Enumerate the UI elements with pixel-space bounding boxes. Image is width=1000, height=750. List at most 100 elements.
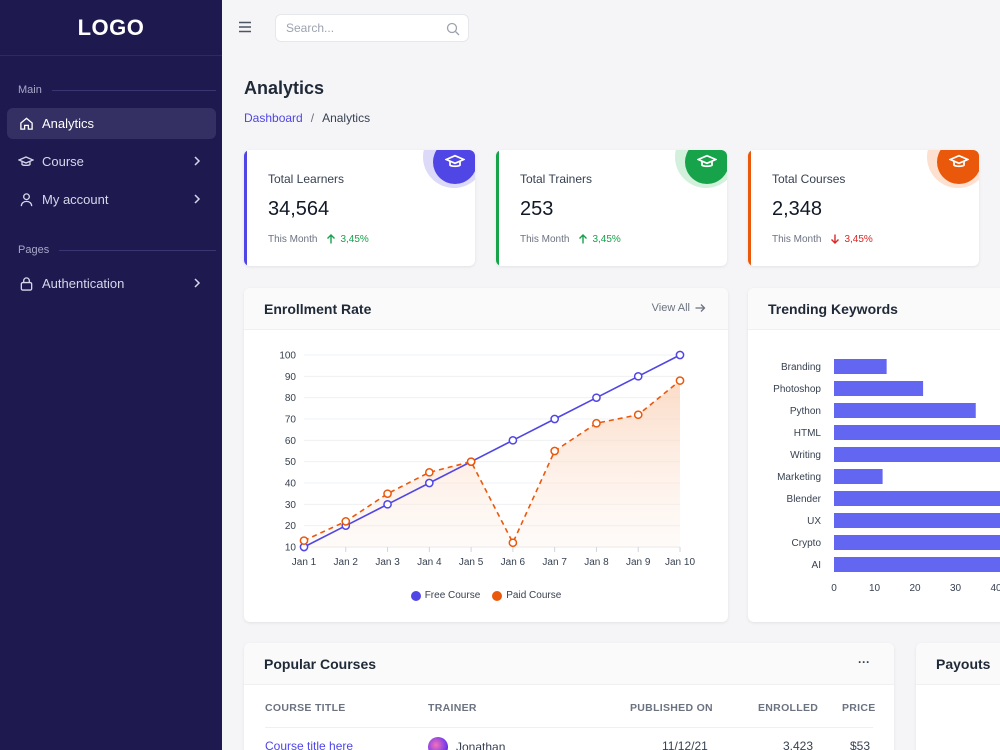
stat-period-label: This Month — [520, 233, 570, 245]
sidebar-section-pages: Pages — [18, 244, 216, 256]
legend-item-free-course[interactable]: Free Course — [410, 590, 481, 601]
y-tick-label: 90 — [285, 372, 297, 383]
breadcrumb-link-dashboard[interactable]: Dashboard — [244, 111, 303, 125]
x-tick-label: Jan 1 — [292, 557, 317, 568]
arrow-up-icon — [327, 234, 336, 244]
arrow-down-icon — [831, 234, 840, 244]
y-tick-label: 10 — [285, 543, 297, 554]
stat-trend-value: 3,45% — [592, 233, 621, 245]
data-point-paid-course — [550, 446, 560, 456]
y-tick-label: 100 — [279, 351, 296, 362]
course-title-link[interactable]: Course title here — [265, 739, 354, 750]
data-point-free-course — [675, 350, 685, 360]
view-all-link[interactable]: View All — [652, 302, 706, 314]
stat-period-label: This Month — [772, 233, 822, 245]
sidebar-section-main: Main — [18, 84, 216, 96]
bar-marketing — [834, 469, 883, 484]
y-tick-label: Marketing — [777, 472, 821, 483]
divider — [265, 727, 873, 728]
lock-icon — [18, 276, 34, 292]
x-tick-label: Jan 8 — [584, 557, 609, 568]
graduation-cap-icon — [433, 150, 475, 184]
column-header[interactable]: TRAINER — [428, 702, 477, 714]
panel-header: Popular Courses — [244, 643, 894, 685]
stat-label: Total Courses — [772, 172, 846, 186]
column-header[interactable]: PRICE — [842, 702, 876, 714]
chevron-right-icon — [194, 278, 201, 288]
bar-writing — [834, 447, 1000, 462]
more-options-icon[interactable]: ··· — [858, 655, 870, 669]
series-area-paid-course — [304, 380, 680, 547]
bar-ai — [834, 557, 1000, 572]
legend-marker — [492, 590, 503, 601]
legend-item-paid-course[interactable]: Paid Course — [492, 590, 561, 601]
x-tick-label: Jan 2 — [334, 557, 359, 568]
stat-trend-value: 3,45% — [340, 233, 369, 245]
stat-card-learners: Total Learners 34,564 This Month 3,45% — [244, 150, 475, 266]
y-tick-label: 50 — [285, 457, 297, 468]
accent-bar — [748, 150, 751, 266]
search-input[interactable] — [286, 21, 436, 35]
search-icon[interactable] — [446, 22, 460, 36]
stat-trend: 3,45% — [577, 233, 621, 245]
data-point-paid-course — [299, 536, 309, 545]
chevron-right-icon — [194, 194, 201, 204]
sidebar-item-analytics[interactable]: Analytics — [7, 108, 216, 139]
sidebar-section-label: Main — [18, 84, 42, 96]
data-point-paid-course — [424, 467, 434, 477]
sidebar-item-course[interactable]: Course — [7, 146, 216, 177]
stat-trend: 3,45% — [325, 233, 369, 245]
logo[interactable]: LOGO — [0, 0, 222, 56]
panel-title: Enrollment Rate — [264, 300, 372, 317]
divider — [51, 89, 216, 91]
x-tick-label: 40 — [990, 583, 1000, 594]
column-header[interactable]: COURSE TITLE — [265, 702, 346, 714]
y-tick-label: 80 — [285, 393, 297, 404]
sidebar-section-label: Pages — [18, 244, 50, 256]
panel-title: Trending Keywords — [768, 300, 898, 317]
accent-bar — [244, 150, 247, 266]
column-header[interactable]: PUBLISHED ON — [630, 702, 713, 714]
y-tick-label: Branding — [781, 362, 821, 373]
stat-period-label: This Month — [268, 233, 318, 245]
sidebar-item-label: Course — [42, 154, 84, 169]
x-tick-label: Jan 7 — [542, 557, 567, 568]
stat-trend-value: 3,45% — [844, 233, 873, 245]
data-point-paid-course — [675, 376, 685, 385]
x-tick-label: Jan 9 — [626, 557, 651, 568]
panel-title: Popular Courses — [264, 655, 377, 672]
data-point-paid-course — [592, 418, 601, 428]
arrow-up-icon — [579, 234, 588, 244]
graduation-cap-icon — [18, 154, 34, 170]
data-point-free-course — [592, 393, 601, 403]
data-point-free-course — [633, 371, 643, 381]
hamburger-menu-icon[interactable] — [237, 19, 253, 35]
bar-photoshop — [834, 381, 924, 396]
graduation-cap-icon — [937, 150, 979, 184]
enrolled-count: 3,423 — [783, 739, 814, 750]
home-icon — [18, 116, 34, 132]
x-tick-label: Jan 6 — [501, 557, 526, 568]
legend-label: Free Course — [424, 590, 481, 601]
column-header[interactable]: ENROLLED — [758, 702, 819, 714]
data-point-paid-course — [508, 538, 518, 548]
y-tick-label: 20 — [285, 521, 297, 532]
data-point-free-course — [550, 414, 560, 424]
breadcrumb: Dashboard / Analytics — [244, 111, 370, 125]
chevron-right-icon — [194, 156, 201, 166]
sidebar-item-authentication[interactable]: Authentication — [7, 268, 216, 299]
legend-marker — [410, 590, 421, 601]
published-date: 11/12/21 — [662, 739, 708, 750]
bar-python — [834, 403, 976, 418]
stat-card-courses: Total Courses 2,348 This Month 3,45% — [748, 150, 979, 266]
trending-keywords-panel: Trending Keywords Branding Photoshop Pytho… — [748, 288, 1000, 622]
panel-header: Payouts — [916, 643, 1000, 685]
user-icon — [18, 192, 34, 208]
popular-courses-panel: Popular Courses ··· COURSE TITLE TRAINER… — [244, 643, 894, 750]
sidebar-item-my-account[interactable]: My account — [7, 184, 216, 215]
y-tick-label: Crypto — [792, 538, 822, 549]
stat-label: Total Trainers — [520, 172, 593, 186]
stat-trend: 3,45% — [829, 233, 873, 245]
view-all-label: View All — [651, 302, 690, 314]
y-tick-label: UX — [807, 516, 821, 527]
